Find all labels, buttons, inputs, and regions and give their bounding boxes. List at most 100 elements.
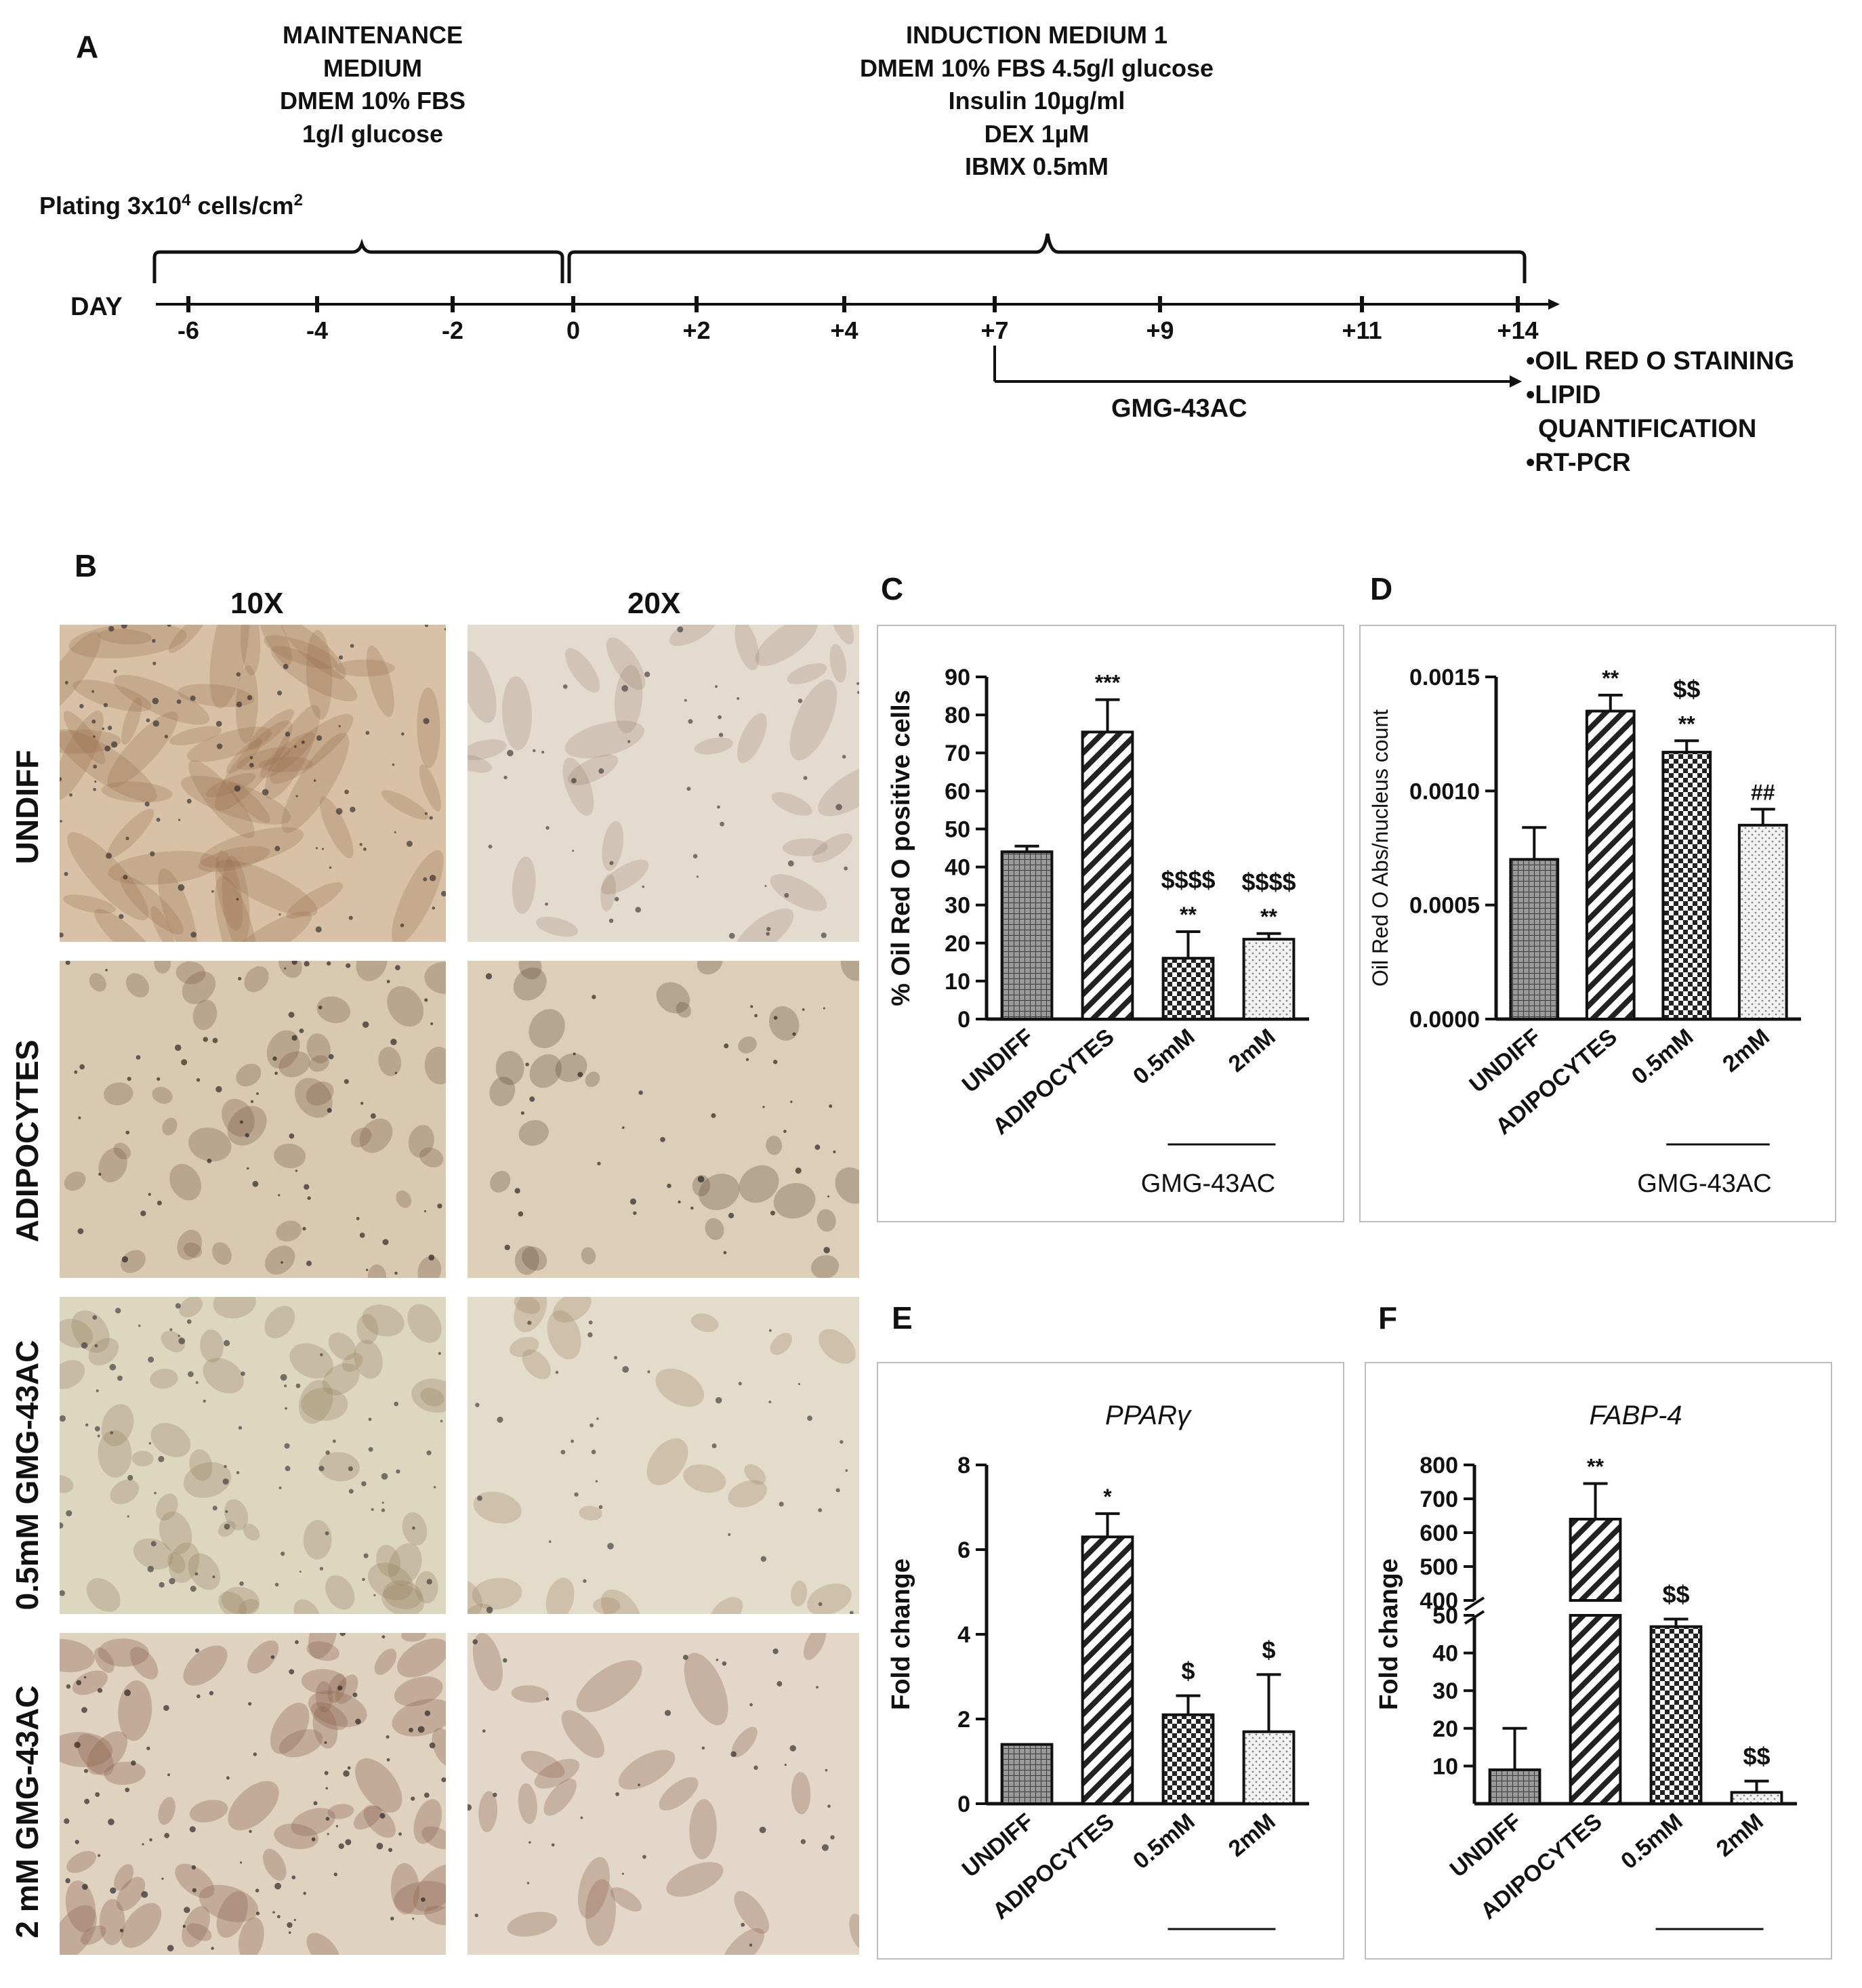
significance-marker: $$ — [1673, 675, 1700, 703]
day-label: DAY — [70, 293, 123, 321]
y-tick-label: 30 — [1432, 1678, 1458, 1704]
significance-marker: * — [1103, 1485, 1112, 1509]
bar — [1488, 1768, 1542, 1806]
bar — [1081, 730, 1134, 1020]
group-label: GMG-43AC — [1629, 1954, 1763, 1958]
significance-marker: $$ — [1743, 1743, 1770, 1770]
y-tick-label: 90 — [945, 665, 970, 690]
plating-prefix: Plating 3x10 — [39, 192, 182, 220]
induction-line-2: DMEM 10% FBS 4.5g/l glucose — [859, 54, 1214, 82]
plating-label: Plating 3x104 cells/cm2 — [39, 191, 303, 220]
day-tick-label: -2 — [442, 316, 463, 344]
micrograph-05mm-20x — [468, 1297, 859, 1614]
chart-e-box: PPARγ 0 2 4 6 8 Fold change UNDIFF * ADIPOCYTES $0… — [877, 1362, 1344, 1983]
micrograph-texture — [64, 961, 446, 1278]
panel-d-letter: D — [1370, 571, 1393, 606]
micrograph-texture — [468, 1633, 859, 1955]
day-tick-label: +9 — [1146, 316, 1174, 344]
micrograph-2mm-20x — [468, 1633, 859, 1955]
y-tick-label: 30 — [945, 893, 970, 919]
significance-marker: ** — [1587, 1455, 1604, 1479]
y-tick-label: 50 — [1432, 1603, 1458, 1629]
day-tick-label: +14 — [1497, 316, 1538, 344]
significance-marker: ** — [1180, 903, 1197, 927]
x-category-label: 2mM — [1712, 1808, 1768, 1862]
y-tick-label: 700 — [1420, 1487, 1458, 1512]
micrograph-texture — [485, 961, 859, 1278]
plating-mid: cells/cm — [190, 192, 294, 220]
y-axis-label: Fold change — [1375, 1558, 1403, 1710]
bar — [1161, 1713, 1215, 1805]
x-category-label: UNDIFF — [957, 1808, 1039, 1882]
row-label-undiff: UNDIFF — [9, 749, 45, 865]
x-category-label: UNDIFF — [957, 1024, 1039, 1098]
x-category-label: 0.5mM — [1128, 1808, 1199, 1874]
chart-title: FABP-4 — [1589, 1401, 1682, 1430]
y-tick-label: 0 — [957, 1792, 970, 1817]
y-tick-label: 70 — [945, 741, 970, 766]
bar — [1661, 751, 1712, 1020]
micrograph-texture — [60, 1297, 446, 1614]
day-tick-label: -4 — [306, 316, 328, 344]
outcome-rt-pcr: •RT-PCR — [1526, 449, 1631, 477]
chart-title: PPARγ — [1105, 1401, 1192, 1430]
plating-exponent: 4 — [182, 191, 191, 209]
row-label-adipocytes: ADIPOCYTES — [9, 1039, 45, 1243]
y-axis-label: % Oil Red O positive cells — [887, 690, 915, 1006]
plating-exponent-2: 2 — [293, 191, 303, 209]
induction-line-1: INDUCTION MEDIUM 1 — [906, 21, 1167, 49]
bar — [1737, 823, 1788, 1020]
outcome-lipid: •LIPID — [1526, 381, 1601, 409]
bar — [1585, 709, 1636, 1020]
induction-line-4: DEX 1µM — [984, 119, 1090, 148]
panel-f-letter: F — [1378, 1300, 1398, 1335]
day-ticks: -6 -4 -2 0 +2 +4 +7 +9 +11 +14 — [178, 296, 1539, 344]
bar — [1730, 1791, 1783, 1806]
panel-a-letter: A — [76, 29, 99, 64]
bar — [1161, 957, 1215, 1021]
chart-d: 0.0000 0.0005 0.0010 0.0015 Oil Red O Abs/nu… — [1368, 665, 1801, 1198]
y-tick-label: 20 — [1432, 1716, 1458, 1742]
x-category-label: 2mM — [1224, 1808, 1281, 1862]
y-tick-label: 8 — [957, 1453, 970, 1478]
induction-line-3: Insulin 10µg/ml — [948, 87, 1125, 115]
micrograph-texture — [60, 1633, 446, 1955]
y-tick-label: 10 — [1432, 1754, 1458, 1779]
y-tick-label: 50 — [945, 816, 970, 842]
bar — [1569, 1518, 1622, 1602]
treatment-arrow-head — [1510, 375, 1522, 388]
x-category-label: 0.5mM — [1627, 1024, 1698, 1090]
significance-marker: $$$$ — [1241, 868, 1296, 896]
y-tick-label: 10 — [945, 969, 970, 995]
x-category-label: 2mM — [1224, 1024, 1281, 1077]
maintenance-line-3: DMEM 10% FBS — [279, 87, 466, 115]
y-tick-label: 600 — [1420, 1520, 1458, 1546]
outcome-quantification: QUANTIFICATION — [1538, 415, 1757, 443]
micrograph-undiff-20x — [468, 625, 859, 942]
significance-marker: $ — [1262, 1636, 1275, 1663]
day-tick-label: +2 — [682, 316, 710, 344]
micrograph-05mm-10x — [60, 1297, 446, 1614]
bar — [1569, 1614, 1622, 1805]
y-tick-label: 80 — [945, 703, 970, 728]
panel-b-letter: B — [75, 548, 98, 583]
maintenance-line-4: 1g/l glucose — [302, 119, 444, 148]
column-header-10x: 10X — [230, 587, 284, 620]
day-axis-arrow — [1548, 299, 1560, 310]
maintenance-medium-label: MAINTENANCE MEDIUM DMEM 10% FBS 1g/l glu… — [257, 19, 488, 150]
y-tick-label: 0.0000 — [1409, 1007, 1480, 1033]
y-tick-label: 800 — [1420, 1453, 1458, 1478]
y-tick-label: 6 — [957, 1537, 970, 1563]
axis-break-mark — [1464, 1596, 1485, 1611]
bar — [1242, 1730, 1296, 1805]
x-category-label: UNDIFF — [1445, 1808, 1527, 1882]
significance-marker: ** — [1260, 905, 1277, 929]
chart-c-box: 0 10 20 30 40 50 60 70 80 90 % Oil Red O positive … — [877, 625, 1344, 1222]
panel-e-letter: E — [892, 1300, 913, 1335]
column-header-20x: 20X — [627, 587, 681, 620]
y-tick-label: 2 — [957, 1707, 970, 1733]
bar — [1000, 850, 1054, 1020]
micrograph-adipocytes-20x — [468, 961, 859, 1278]
